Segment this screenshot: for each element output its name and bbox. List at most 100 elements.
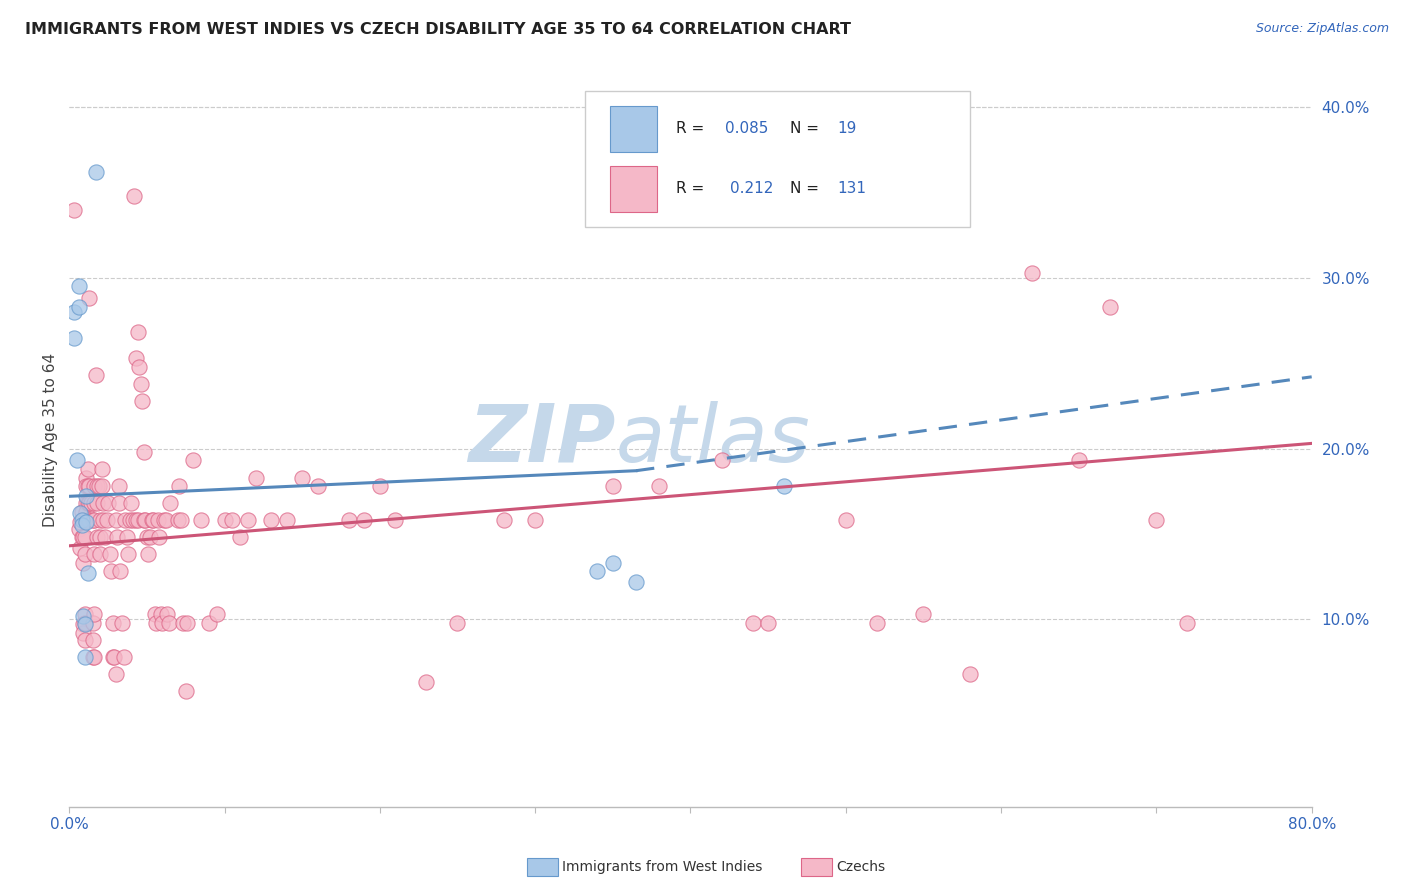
Point	[105, 530, 128, 544]
Point	[139, 530, 162, 544]
Point	[72, 625, 94, 640]
Point	[69, 507, 91, 521]
Point	[63, 202, 86, 217]
Point	[245, 470, 267, 484]
Point	[125, 513, 148, 527]
Point	[79, 513, 101, 527]
Point	[205, 607, 228, 621]
Point	[149, 607, 172, 621]
Point	[159, 496, 181, 510]
Point	[82, 615, 104, 630]
Point	[82, 649, 104, 664]
Point	[73, 530, 96, 544]
Point	[198, 615, 221, 630]
Point	[129, 376, 152, 391]
Point	[83, 496, 105, 510]
Point	[353, 513, 375, 527]
Point	[602, 479, 624, 493]
Point	[100, 565, 122, 579]
Point	[624, 574, 647, 589]
Point	[72, 556, 94, 570]
Text: Source: ZipAtlas.com: Source: ZipAtlas.com	[1256, 22, 1389, 36]
Point	[75, 489, 97, 503]
Point	[125, 351, 148, 365]
Point	[124, 189, 146, 203]
Point	[79, 479, 101, 493]
Point	[70, 530, 93, 544]
Point	[214, 513, 236, 527]
Text: atlas: atlas	[616, 401, 811, 479]
Point	[66, 453, 89, 467]
Text: 0.085: 0.085	[725, 121, 769, 136]
Point	[96, 513, 118, 527]
Point	[132, 445, 155, 459]
Point	[86, 530, 108, 544]
Point	[73, 632, 96, 647]
Point	[79, 291, 101, 305]
Point	[69, 541, 91, 555]
Point	[170, 513, 193, 527]
Point	[67, 300, 90, 314]
Point	[101, 615, 124, 630]
Point	[169, 479, 191, 493]
Point	[90, 479, 112, 493]
Text: 0.212: 0.212	[730, 181, 773, 196]
Point	[236, 513, 259, 527]
Point	[127, 326, 149, 340]
Point	[176, 615, 198, 630]
Point	[146, 513, 169, 527]
Point	[115, 530, 138, 544]
Point	[82, 632, 104, 647]
Point	[142, 513, 165, 527]
Point	[772, 479, 794, 493]
Point	[112, 649, 135, 664]
Point	[104, 666, 127, 681]
Point	[114, 513, 136, 527]
Point	[83, 513, 105, 527]
Point	[127, 513, 149, 527]
Point	[69, 515, 91, 529]
Point	[72, 608, 94, 623]
Point	[89, 513, 111, 527]
Point	[415, 675, 437, 690]
Point	[1021, 266, 1043, 280]
Point	[73, 617, 96, 632]
Point	[73, 607, 96, 621]
Point	[76, 566, 98, 581]
Point	[108, 479, 131, 493]
FancyBboxPatch shape	[610, 166, 657, 211]
Point	[63, 330, 86, 344]
Point	[368, 479, 391, 493]
Point	[83, 649, 105, 664]
Text: IMMIGRANTS FROM WEST INDIES VS CZECH DISABILITY AGE 35 TO 64 CORRELATION CHART: IMMIGRANTS FROM WEST INDIES VS CZECH DIS…	[25, 22, 851, 37]
Point	[79, 496, 101, 510]
Text: R =: R =	[675, 121, 709, 136]
Point	[145, 615, 167, 630]
Point	[172, 615, 194, 630]
Point	[959, 666, 981, 681]
Point	[63, 305, 86, 319]
Point	[143, 607, 166, 621]
Point	[73, 547, 96, 561]
Point	[83, 479, 105, 493]
Point	[83, 607, 105, 621]
Y-axis label: Disability Age 35 to 64: Disability Age 35 to 64	[44, 353, 58, 527]
Point	[73, 649, 96, 664]
FancyBboxPatch shape	[585, 91, 970, 227]
Point	[70, 505, 93, 519]
Point	[756, 615, 779, 630]
Point	[72, 513, 94, 527]
Point	[524, 513, 547, 527]
Point	[135, 530, 157, 544]
Point	[75, 505, 97, 519]
Point	[75, 496, 97, 510]
Point	[132, 513, 155, 527]
Point	[108, 496, 131, 510]
Text: N =: N =	[790, 121, 824, 136]
Point	[1098, 300, 1121, 314]
Point	[156, 607, 179, 621]
Point	[229, 530, 252, 544]
Point	[73, 513, 96, 527]
Point	[141, 513, 163, 527]
Point	[118, 513, 141, 527]
